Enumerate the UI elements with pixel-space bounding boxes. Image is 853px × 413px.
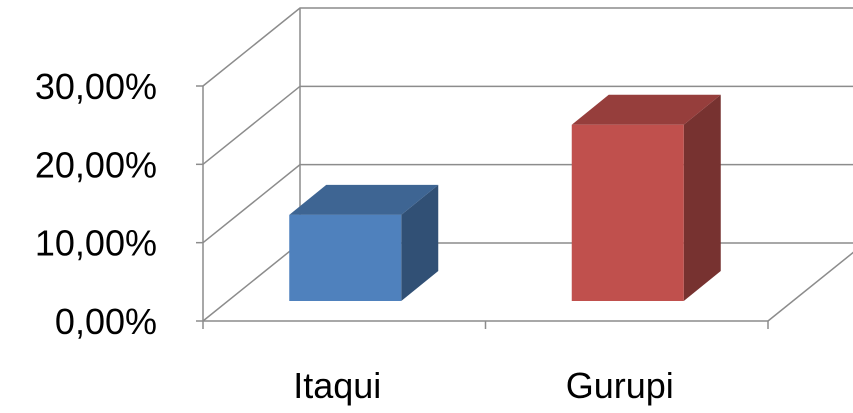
bar-side xyxy=(401,184,439,301)
bar-front xyxy=(571,124,684,301)
bar-itaqui xyxy=(289,184,439,301)
bar-top xyxy=(571,94,721,125)
bar-front xyxy=(289,214,402,301)
axes xyxy=(196,85,853,329)
y-tick-label-3: 30,00% xyxy=(35,66,157,107)
y-tick-label-2: 20,00% xyxy=(35,144,157,185)
gridline-3 xyxy=(202,7,853,87)
bar-top xyxy=(289,184,439,215)
floor-right-edge xyxy=(767,251,853,322)
x-category-labels: Itaqui Gurupi xyxy=(293,365,674,406)
x-category-label-1: Gurupi xyxy=(566,365,674,406)
y-tick-label-1: 10,00% xyxy=(35,223,157,264)
bar-side xyxy=(683,94,721,301)
y-tick-label-0: 0,00% xyxy=(55,301,157,342)
y-tick-labels: 0,00% 10,00% 20,00% 30,00% xyxy=(35,66,157,342)
gridline-2 xyxy=(202,85,853,165)
x-category-label-0: Itaqui xyxy=(293,365,381,406)
bar-gurupi xyxy=(571,94,721,301)
bars xyxy=(289,94,721,301)
